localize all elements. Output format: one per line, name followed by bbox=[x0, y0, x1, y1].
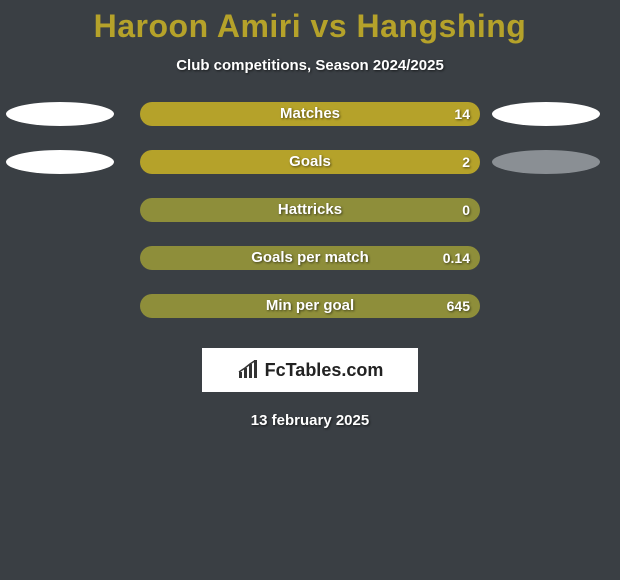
stat-row: Min per goal645 bbox=[0, 294, 620, 318]
stat-value: 2 bbox=[140, 150, 470, 174]
page-subtitle: Club competitions, Season 2024/2025 bbox=[0, 57, 620, 74]
stat-value: 14 bbox=[140, 102, 470, 126]
player-left-marker bbox=[6, 150, 114, 174]
logo-text: FcTables.com bbox=[265, 360, 384, 381]
stat-value: 0.14 bbox=[140, 246, 470, 270]
bar-chart-icon bbox=[237, 360, 259, 380]
stat-row: Goals2 bbox=[0, 150, 620, 174]
stat-value: 645 bbox=[140, 294, 470, 318]
stat-row: Hattricks0 bbox=[0, 198, 620, 222]
stat-value: 0 bbox=[140, 198, 470, 222]
player-left-marker bbox=[6, 102, 114, 126]
date-text: 13 february 2025 bbox=[0, 412, 620, 429]
page-title: Haroon Amiri vs Hangshing bbox=[0, 8, 620, 45]
comparison-card: Haroon Amiri vs Hangshing Club competiti… bbox=[0, 0, 620, 429]
logo-box: FcTables.com bbox=[202, 348, 418, 392]
stat-row: Goals per match0.14 bbox=[0, 246, 620, 270]
player-right-marker bbox=[492, 102, 600, 126]
stat-row: Matches14 bbox=[0, 102, 620, 126]
stat-rows: Matches14 Goals2 Hattricks0 Goals per match… bbox=[0, 102, 620, 318]
player-right-marker bbox=[492, 150, 600, 174]
